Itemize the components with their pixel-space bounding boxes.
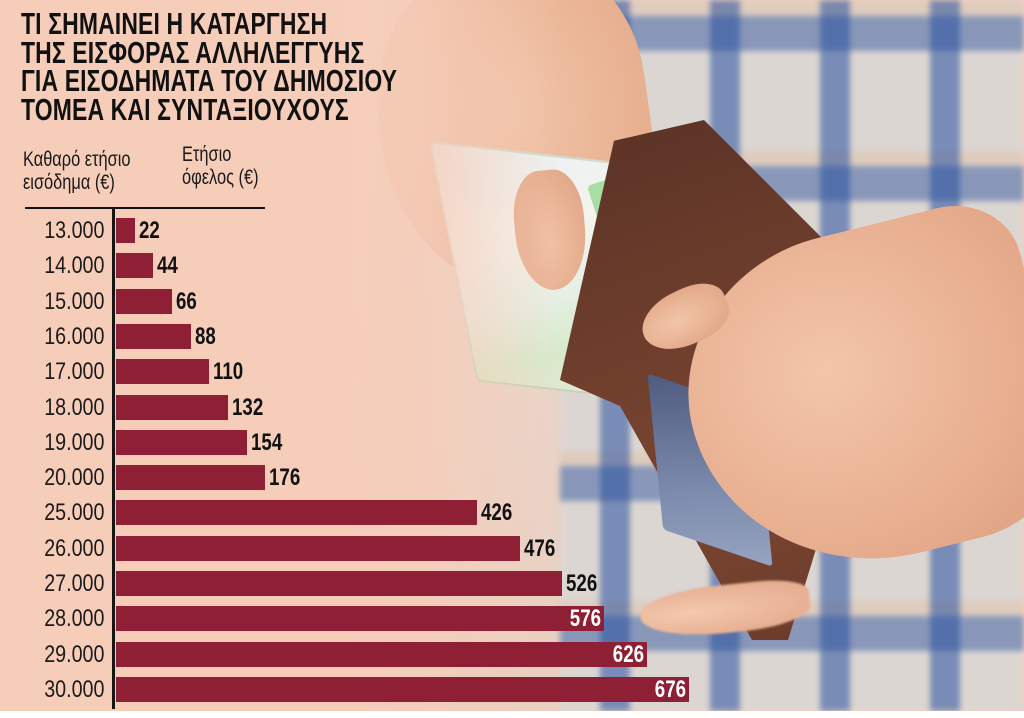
- benefit-column-header: Ετήσιο όφελος (€): [182, 143, 259, 189]
- bar: [116, 359, 209, 385]
- bar: [116, 500, 477, 526]
- income-label: 15.000: [43, 287, 104, 315]
- title-line: ΤΙ ΣΗΜΑΙΝΕΙ Η ΚΑΤΑΡΓΗΣΗ: [21, 6, 328, 41]
- header-line: εισόδημα (€): [23, 171, 115, 194]
- income-label: 13.000: [43, 217, 104, 244]
- income-label: 25.000: [43, 499, 104, 527]
- title-line: ΤΟΜΕΑ ΚΑΙ ΣΥΝΤΑΞΙΟΥΧΟΥΣ: [21, 91, 349, 127]
- bar-row: 17.000 110: [0, 358, 760, 386]
- income-column-header: Καθαρό ετήσιο εισόδημα (€): [23, 148, 130, 194]
- income-label: 28.000: [43, 605, 104, 633]
- header-line: όφελος (€): [182, 166, 259, 189]
- bar: [116, 606, 604, 632]
- bar-row: 13.000 22: [0, 217, 760, 244]
- bar-row: 25.000 426: [0, 499, 760, 527]
- bar-row: 18.000 132: [0, 393, 760, 421]
- value-label: 526: [566, 570, 598, 597]
- bar-row: 20.000 176: [0, 464, 760, 492]
- bar: [116, 429, 247, 455]
- header-line: Ετήσιο: [182, 143, 232, 166]
- income-label: 20.000: [43, 464, 104, 492]
- bar-row: 16.000 88: [0, 322, 760, 350]
- income-label: 18.000: [43, 393, 104, 421]
- bar: [116, 465, 265, 491]
- bar-row: 30.000 676: [0, 675, 760, 703]
- bar: [116, 535, 520, 561]
- income-label: 27.000: [43, 570, 104, 597]
- income-label: 17.000: [43, 358, 104, 386]
- bar-row: 28.000 576: [0, 605, 760, 633]
- value-label: 676: [654, 675, 686, 703]
- bar-row: 15.000 66: [0, 287, 760, 315]
- bar-row: 26.000 476: [0, 534, 760, 562]
- bar-row: 19.000 154: [0, 428, 760, 456]
- bar: [116, 676, 689, 702]
- title-line: ΓΙΑ ΕΙΣΟΔΗΜΑΤΑ ΤΟΥ ΔΗΜΟΣΙΟΥ: [21, 63, 398, 98]
- value-label: 66: [176, 287, 197, 315]
- bottom-margin: [0, 711, 1024, 718]
- bar-row: 27.000 526: [0, 570, 760, 597]
- header-line: Καθαρό ετήσιο: [23, 148, 131, 171]
- income-label: 19.000: [43, 428, 104, 456]
- value-label: 426: [481, 499, 513, 527]
- income-label: 30.000: [43, 675, 104, 703]
- value-label: 476: [524, 534, 556, 562]
- income-label: 14.000: [43, 252, 104, 280]
- value-label: 22: [139, 217, 160, 244]
- income-label: 26.000: [43, 534, 104, 562]
- y-axis-line: [112, 207, 115, 709]
- value-label: 132: [232, 393, 264, 421]
- bar: [116, 641, 647, 667]
- value-label: 154: [251, 428, 283, 456]
- bar: [116, 394, 228, 420]
- bar: [116, 323, 191, 349]
- title-line: ΤΗΣ ΕΙΣΦΟΡΑΣ ΑΛΛΗΛΕΓΓΥΗΣ: [21, 34, 365, 70]
- value-label: 88: [195, 322, 216, 350]
- chart-title: ΤΙ ΣΗΜΑΙΝΕΙ Η ΚΑΤΑΡΓΗΣΗ ΤΗΣ ΕΙΣΦΟΡΑΣ ΑΛΛ…: [21, 6, 398, 127]
- header-divider: [25, 207, 265, 209]
- income-label: 29.000: [43, 640, 104, 668]
- bar: [116, 218, 135, 243]
- bar: [116, 253, 153, 279]
- value-label: 44: [157, 252, 178, 280]
- value-label: 176: [269, 464, 301, 492]
- bar: [116, 288, 172, 314]
- bar: [116, 571, 562, 596]
- value-label: 626: [612, 640, 644, 668]
- income-label: 16.000: [43, 322, 104, 350]
- value-label: 110: [213, 358, 244, 386]
- bar-row: 29.000 626: [0, 640, 760, 668]
- value-label: 576: [569, 605, 601, 633]
- bar-row: 14.000 44: [0, 252, 760, 280]
